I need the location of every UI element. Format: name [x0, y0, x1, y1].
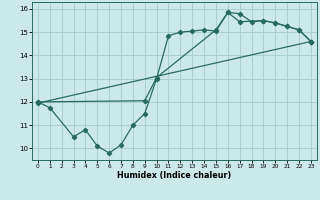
X-axis label: Humidex (Indice chaleur): Humidex (Indice chaleur) — [117, 171, 232, 180]
